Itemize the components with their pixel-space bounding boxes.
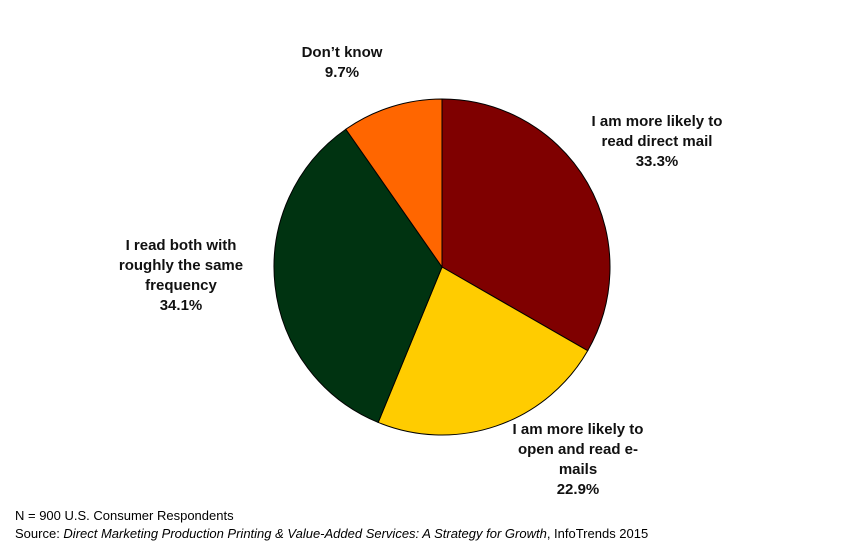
slice-name-label-1: mails bbox=[558, 461, 598, 478]
pie-slice-3 bbox=[345, 98, 443, 269]
slice-value-label-3: 9.7% bbox=[324, 64, 360, 81]
respondents-note: N = 900 U.S. Consumer Respondents bbox=[15, 508, 234, 523]
slice-label-3: Don’t know 9.7% bbox=[247, 43, 437, 83]
slice-name-label-1: open and read e- bbox=[517, 441, 639, 458]
source-prefix: Source: bbox=[15, 526, 64, 541]
source-title: Direct Marketing Production Printing & V… bbox=[63, 526, 547, 541]
pie-slice-1 bbox=[377, 266, 589, 436]
pie-slice-0 bbox=[441, 98, 611, 352]
slice-name-label-2: roughly the same bbox=[118, 257, 244, 274]
slice-name-label-0: I am more likely to bbox=[591, 113, 723, 130]
source-suffix: , InfoTrends 2015 bbox=[546, 526, 649, 541]
slice-label-2: I read both with roughly the same frequenc… bbox=[86, 236, 276, 316]
slice-name-label-1: I am more likely to bbox=[512, 421, 644, 438]
slice-label-0: I am more likely to read direct mail 33.3% bbox=[562, 112, 752, 172]
source-note: Source: Direct Marketing Production Prin… bbox=[15, 526, 648, 542]
slice-value-label-2: 34.1% bbox=[159, 297, 203, 314]
pie-slice-2 bbox=[273, 128, 443, 424]
slice-value-label-0: 33.3% bbox=[635, 153, 679, 170]
slice-name-label-0: read direct mail bbox=[601, 133, 713, 150]
slice-label-1: I am more likely to open and read e-mails… bbox=[483, 420, 673, 500]
slice-value-label-1: 22.9% bbox=[556, 481, 600, 498]
slice-name-label-2: frequency bbox=[145, 277, 217, 294]
slice-name-label-3: Don’t know bbox=[301, 44, 383, 61]
slice-name-label-2: I read both with bbox=[125, 237, 237, 254]
